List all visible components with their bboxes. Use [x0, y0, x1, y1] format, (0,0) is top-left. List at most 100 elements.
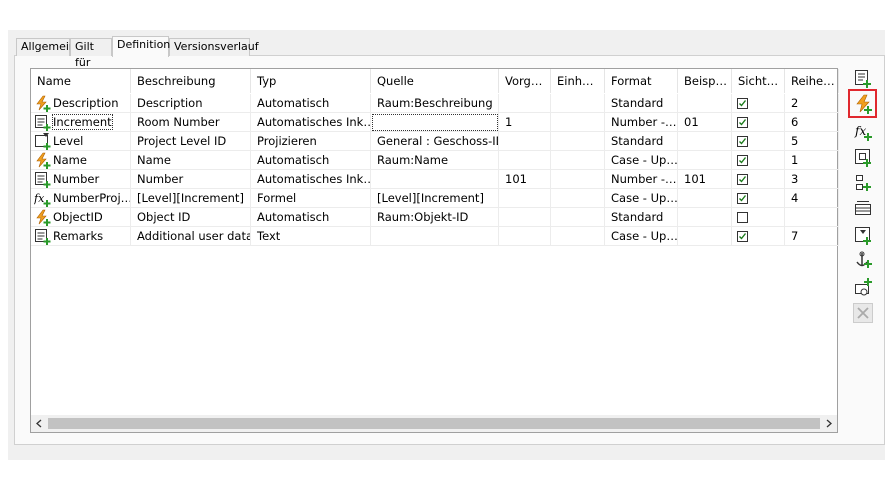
column-header[interactable]: Format	[605, 69, 678, 93]
tab[interactable]: Definition	[112, 36, 170, 57]
cell	[499, 189, 551, 208]
cell: Object ID	[131, 208, 251, 227]
cell: Number	[31, 170, 131, 189]
cell-text: Object ID	[137, 210, 191, 224]
toolbar-button[interactable]: fx	[852, 120, 874, 142]
cell: Standard	[605, 208, 678, 227]
cell: Raum:Beschreibung	[371, 94, 499, 113]
scroll-right[interactable]	[825, 419, 833, 428]
cell	[499, 227, 551, 246]
column-header[interactable]: Sicht…	[732, 69, 785, 93]
cell-text: Standard	[611, 210, 664, 224]
cell: Name	[131, 151, 251, 170]
checkbox[interactable]	[737, 98, 748, 109]
scroll-thumb[interactable]	[48, 418, 820, 429]
cell	[678, 208, 732, 227]
cell	[551, 132, 605, 151]
column-header[interactable]: Quelle	[371, 69, 499, 93]
cell	[499, 151, 551, 170]
toolbar-button[interactable]	[852, 146, 874, 168]
cell: General : Geschoss-ID	[371, 132, 499, 151]
checkbox[interactable]	[737, 174, 748, 185]
cell	[371, 170, 499, 189]
cell: 3	[785, 170, 839, 189]
checkbox[interactable]	[737, 193, 748, 204]
cell-text: Projizieren	[257, 134, 317, 148]
table-row[interactable]: Description Description Automatisch Raum:Be…	[31, 94, 839, 113]
column-header[interactable]: Einh…	[551, 69, 605, 93]
cell-text: Case - Up…	[611, 229, 678, 243]
toolbar-button[interactable]	[852, 224, 874, 246]
cell-text: Additional user data	[137, 229, 251, 243]
cell-text: Automatisch	[257, 210, 330, 224]
tab[interactable]: Allgemein	[16, 38, 76, 56]
scroll-left[interactable]	[35, 419, 43, 428]
cell	[499, 94, 551, 113]
table-row[interactable]: Increment Room Number Automatisches Ink… 1 N…	[31, 113, 839, 132]
column-header[interactable]: Beschreibung	[131, 69, 251, 93]
toolbar-button[interactable]	[852, 198, 874, 220]
tab[interactable]: Gilt für	[70, 38, 112, 69]
table-row[interactable]: Name Name Automatisch Raum:Name Case - Up… 1	[31, 151, 839, 170]
toolbar-button[interactable]	[852, 276, 874, 298]
column-header[interactable]: Typ	[251, 69, 371, 93]
cell: 6	[785, 113, 839, 132]
cell-text: Formel	[257, 191, 297, 205]
checkbox[interactable]	[737, 136, 748, 147]
cell	[785, 208, 839, 227]
tab[interactable]: Versionsverlauf	[169, 38, 259, 56]
cell: Standard	[605, 94, 678, 113]
table-row[interactable]: Level Project Level ID Projizieren General …	[31, 132, 839, 151]
cell: 1	[785, 151, 839, 170]
toolbar-button[interactable]	[852, 172, 874, 194]
column-header[interactable]: Vorg…	[499, 69, 551, 93]
cell-text: 5	[791, 134, 799, 148]
column-header[interactable]: Reihe…	[785, 69, 839, 93]
svg-text:fx: fx	[34, 192, 45, 205]
parameter-name: Remarks	[53, 229, 104, 243]
cell-text: 4	[791, 191, 799, 205]
table-row[interactable]: Number Number Automatisches Ink… 101 Number …	[31, 170, 839, 189]
cell	[551, 189, 605, 208]
cell-text: Raum:Objekt-ID	[377, 210, 469, 224]
checkbox[interactable]	[737, 231, 748, 242]
cell-text: [Level][Increment]	[137, 191, 244, 205]
cell: Increment	[31, 113, 131, 132]
cell-text: Room Number	[137, 115, 220, 129]
cell: [Level][Increment]	[371, 189, 499, 208]
cell	[678, 227, 732, 246]
cell: 01	[678, 113, 732, 132]
visible-checkbox-cell	[732, 227, 785, 246]
parameter-table: Name Beschreibung Typ Quelle Vorg… Einh… Forma…	[30, 68, 839, 433]
svg-text:fx: fx	[854, 124, 866, 138]
cell-text: Standard	[611, 134, 664, 148]
h-scrollbar[interactable]	[31, 415, 837, 432]
table-row[interactable]: ObjectID Object ID Automatisch Raum:Objekt-…	[31, 208, 839, 227]
cell: Description	[131, 94, 251, 113]
parameter-name: Level	[53, 134, 84, 148]
cell-text: Name	[137, 153, 171, 167]
table-row[interactable]: fx NumberProj… [Level][Increment] Formel [Le…	[31, 189, 839, 208]
cell	[371, 113, 499, 132]
toolbar-button[interactable]	[852, 68, 874, 90]
toolbar-button[interactable]	[852, 250, 874, 272]
cell-text: 1	[791, 153, 799, 167]
checkbox[interactable]	[737, 117, 748, 128]
cell: fx NumberProj…	[31, 189, 131, 208]
column-header[interactable]: Beisp…	[678, 69, 732, 93]
parameter-name: Description	[53, 96, 119, 110]
cell	[678, 94, 732, 113]
parameter-name: ObjectID	[53, 210, 103, 224]
checkbox[interactable]	[737, 155, 748, 166]
cell	[551, 94, 605, 113]
cell: Standard	[605, 132, 678, 151]
cell-text: Case - Up…	[611, 191, 678, 205]
cell-text: Number	[137, 172, 184, 186]
visible-checkbox-cell	[732, 132, 785, 151]
table-row[interactable]: Remarks Additional user data Text Case - Up…	[31, 227, 839, 246]
cell	[499, 132, 551, 151]
toolbar-button[interactable]	[852, 93, 874, 115]
visible-checkbox-cell	[732, 151, 785, 170]
column-header[interactable]: Name	[31, 69, 131, 93]
checkbox[interactable]	[737, 212, 748, 223]
